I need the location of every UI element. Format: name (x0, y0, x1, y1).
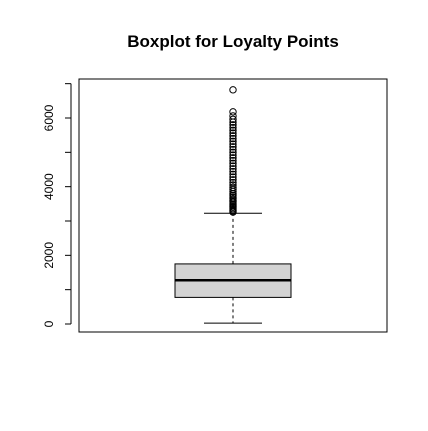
y-tick-label: 6000 (42, 104, 56, 131)
chart-title: Boxplot for Loyalty Points (127, 32, 339, 51)
y-tick-label: 4000 (42, 173, 56, 200)
outlier-points (230, 87, 236, 216)
y-tick-label: 2000 (42, 242, 56, 269)
y-tick-label: 0 (42, 320, 56, 327)
boxplot-body (175, 213, 291, 323)
y-axis-ticks: 0 2000 4000 6000 (42, 84, 71, 328)
outlier-point (230, 87, 236, 93)
outlier-point (230, 109, 236, 115)
